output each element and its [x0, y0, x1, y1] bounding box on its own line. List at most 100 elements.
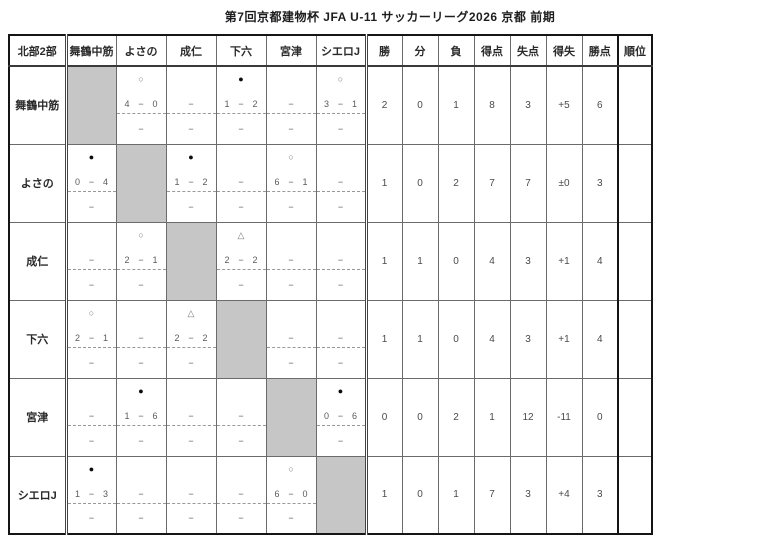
- team-name: シエロJ: [8, 455, 67, 535]
- dash: −: [337, 255, 344, 265]
- match-cell: ● 1−2−: [215, 65, 267, 145]
- stat-value: 3: [509, 221, 547, 301]
- dash: −: [188, 411, 194, 421]
- opponent-header: シエロJ: [315, 34, 367, 67]
- match-cell: ○ 4−0−: [115, 65, 167, 145]
- match-score: 4−0: [117, 99, 165, 110]
- match-first-half: ○ 4−0: [117, 67, 165, 115]
- match-second-half: −: [337, 357, 344, 368]
- result-draw-icon: △: [187, 308, 195, 318]
- header-row: 北部2部 舞鶴中筋 よさの 成仁 下六 宮津 シエロJ 勝分負得点 失点 得失 勝点 順位: [8, 34, 653, 67]
- score-separator: −: [88, 333, 95, 343]
- match-second-half: −: [88, 357, 95, 368]
- stat-header: 勝: [364, 34, 403, 67]
- home-goals: 1: [224, 99, 230, 110]
- away-goals: 1: [351, 99, 357, 110]
- match-second-half: −: [337, 201, 344, 212]
- table-header: 北部2部 舞鶴中筋 よさの 成仁 下六 宮津 シエロJ 勝分負得点 失点 得失 勝点 順位: [8, 34, 653, 67]
- away-goals: 2: [252, 99, 258, 110]
- match-second-half: −: [138, 357, 144, 368]
- stat-value: 3: [509, 455, 547, 535]
- stat-value: 1: [401, 299, 439, 379]
- home-goals: 1: [74, 488, 80, 499]
- score-separator: −: [288, 488, 294, 499]
- rank-cell: [617, 455, 653, 535]
- match-first-half: ● 1−2: [217, 67, 265, 115]
- match-cell: △ 2−2 −: [165, 299, 217, 379]
- match-cell: △ 2−2−: [215, 221, 267, 301]
- match-first-half: −: [267, 301, 315, 348]
- match-score: 2−2: [167, 333, 215, 344]
- score-separator: −: [188, 177, 194, 187]
- stat-value: 1: [364, 143, 403, 223]
- no-result-dash: −: [167, 488, 215, 500]
- dash: −: [238, 488, 244, 499]
- stat-value: 4: [581, 221, 619, 301]
- match-score: 2−1: [69, 333, 115, 344]
- match-first-half: −: [317, 145, 365, 192]
- match-second-half: −: [337, 435, 344, 446]
- dash: −: [238, 177, 244, 187]
- result-loss-icon: ●: [138, 386, 144, 396]
- match-cell: ● 0−6−: [315, 377, 367, 457]
- home-goals: 2: [174, 333, 180, 343]
- self-cell: [265, 377, 317, 457]
- match-score: 2−1: [117, 255, 165, 266]
- result-win-icon: ○: [138, 230, 144, 240]
- stat-value: 7: [509, 143, 547, 223]
- match-cell: − −: [265, 299, 317, 379]
- match-second-half: −: [88, 201, 95, 212]
- stat-value: 1: [364, 299, 403, 379]
- match-cell: ● 1−2−: [165, 143, 217, 223]
- match-cell: ● 1−3−: [64, 455, 117, 535]
- dash: −: [238, 411, 244, 421]
- stat-value: 1: [364, 221, 403, 301]
- match-score: 3−1: [317, 99, 365, 110]
- stat-value: 4: [473, 299, 511, 379]
- team-row: 舞鶴中筋 ○ 4−0− − − ● 1−2− − − ○ 3−1−2 0 1 8 3 +5 6: [8, 65, 653, 145]
- match-cell: ● 1−6−: [115, 377, 167, 457]
- no-result-dash: −: [317, 255, 365, 266]
- away-goals: 2: [202, 177, 208, 187]
- score-separator: −: [238, 99, 244, 110]
- stat-value: 3: [509, 65, 547, 145]
- opponent-header: よさの: [115, 34, 167, 67]
- away-goals: 2: [202, 333, 208, 343]
- home-goals: 2: [74, 333, 80, 343]
- score-separator: −: [337, 99, 344, 110]
- team-row: シエロJ ● 1−3− − − − − − − ○ 6−0−1 0 1 7 3 +4 3: [8, 455, 653, 535]
- match-score: 1−6: [117, 411, 165, 422]
- dash: −: [337, 333, 344, 343]
- result-win-icon: ○: [288, 152, 294, 162]
- away-goals: 2: [252, 255, 258, 265]
- score-separator: −: [138, 411, 144, 421]
- match-score: 1−2: [217, 99, 265, 110]
- match-first-half: −: [217, 379, 265, 426]
- home-goals: 1: [174, 177, 180, 187]
- stat-value: 1: [437, 65, 475, 145]
- match-cell: − −: [165, 65, 217, 145]
- corner-header: 北部2部: [8, 34, 67, 67]
- result-loss-icon: ●: [188, 152, 194, 162]
- match-second-half: −: [238, 279, 244, 290]
- score-separator: −: [138, 99, 144, 110]
- home-goals: 0: [323, 411, 329, 421]
- no-result-dash: −: [217, 177, 265, 188]
- match-first-half: −: [69, 223, 115, 270]
- dash: −: [188, 488, 194, 499]
- no-result-dash: −: [117, 489, 165, 500]
- no-result-dash: −: [167, 99, 215, 110]
- home-goals: 6: [274, 488, 280, 499]
- team-name: よさの: [8, 143, 67, 223]
- away-goals: 6: [152, 411, 158, 421]
- stat-value: 4: [473, 221, 511, 301]
- match-first-half: −: [267, 223, 315, 270]
- match-second-half: −: [288, 513, 294, 524]
- match-first-half: ● 1−3: [69, 457, 115, 504]
- score-separator: −: [288, 177, 294, 187]
- away-goals: 6: [351, 411, 357, 421]
- table-body: 舞鶴中筋 ○ 4−0− − − ● 1−2− − − ○ 3−1−2 0 1 8 3 +5 6 よさの ● 0−4− ●…: [8, 65, 653, 535]
- stat-value: 2: [437, 377, 475, 457]
- match-cell: ○ 6−1−: [265, 143, 317, 223]
- match-second-half: −: [188, 357, 194, 368]
